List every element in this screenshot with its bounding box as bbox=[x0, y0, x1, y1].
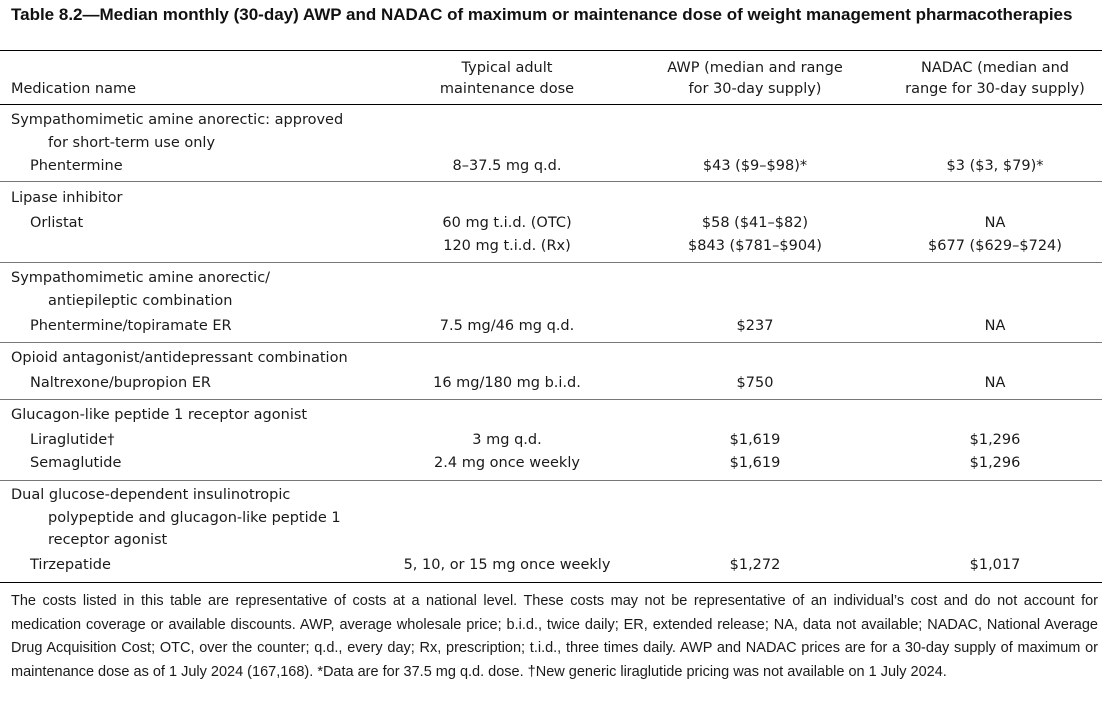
dose-cell: 2.4 mg once weekly bbox=[434, 455, 580, 471]
header-medication: Medication name bbox=[11, 81, 137, 97]
awp-cell: $1,619 bbox=[729, 432, 781, 448]
nadac-cell: $677 ($629–$724) bbox=[928, 238, 1062, 254]
awp-cell: $843 ($781–$904) bbox=[688, 238, 822, 254]
category-label: Opioid antagonist/antidepressant combina… bbox=[11, 350, 348, 366]
medication-name: Phentermine/topiramate ER bbox=[30, 318, 232, 334]
category-label: Sympathomimetic amine anorectic: approve… bbox=[11, 112, 344, 128]
header-top-rule bbox=[0, 50, 1102, 51]
nadac-cell: $3 ($3, $79)* bbox=[946, 158, 1044, 174]
medication-name: Orlistat bbox=[30, 215, 84, 231]
nadac-cell: NA bbox=[984, 215, 1006, 231]
category-label: Glucagon-like peptide 1 receptor agonist bbox=[11, 407, 308, 423]
awp-cell: $237 bbox=[736, 318, 774, 334]
nadac-cell: $1,296 bbox=[969, 432, 1021, 448]
group-divider bbox=[0, 480, 1102, 481]
header-bottom-rule bbox=[0, 104, 1102, 105]
category-label: Sympathomimetic amine anorectic/ bbox=[11, 270, 271, 286]
nadac-cell: $1,296 bbox=[969, 455, 1021, 471]
category-label: antiepileptic combination bbox=[48, 293, 233, 309]
header-awp-line2: for 30-day supply) bbox=[688, 81, 822, 97]
header-dose-line1: Typical adult bbox=[461, 60, 553, 76]
awp-cell: $43 ($9–$98)* bbox=[702, 158, 808, 174]
dose-cell: 60 mg t.i.d. (OTC) bbox=[442, 215, 572, 231]
table-bottom-rule bbox=[0, 582, 1102, 583]
category-label: receptor agonist bbox=[48, 532, 168, 548]
header-dose-line2: maintenance dose bbox=[439, 81, 575, 97]
dose-cell: 120 mg t.i.d. (Rx) bbox=[443, 238, 571, 254]
table-footnote: The costs listed in this table are repre… bbox=[11, 593, 1098, 680]
header-awp-line1: AWP (median and range bbox=[667, 60, 843, 76]
table-title: Table 8.2—Median monthly (30-day) AWP an… bbox=[11, 5, 1073, 24]
nadac-cell: NA bbox=[984, 375, 1006, 391]
medication-name: Semaglutide bbox=[30, 455, 122, 471]
awp-cell: $58 ($41–$82) bbox=[701, 215, 809, 231]
group-divider bbox=[0, 342, 1102, 343]
category-label: for short-term use only bbox=[48, 135, 216, 151]
dose-cell: 8–37.5 mg q.d. bbox=[452, 158, 562, 174]
dose-cell: 16 mg/180 mg b.i.d. bbox=[433, 375, 581, 391]
category-label: polypeptide and glucagon-like peptide 1 bbox=[48, 510, 341, 526]
group-divider bbox=[0, 399, 1102, 400]
nadac-cell: $1,017 bbox=[969, 557, 1021, 573]
medication-name: Phentermine bbox=[30, 158, 123, 174]
dose-cell: 5, 10, or 15 mg once weekly bbox=[403, 557, 611, 573]
group-divider bbox=[0, 181, 1102, 182]
awp-cell: $1,619 bbox=[729, 455, 781, 471]
medication-name: Liraglutide† bbox=[30, 432, 115, 448]
dose-cell: 7.5 mg/46 mg q.d. bbox=[439, 318, 575, 334]
category-label: Dual glucose-dependent insulinotropic bbox=[11, 487, 291, 503]
table-title-block: Table 8.2—Median monthly (30-day) AWP an… bbox=[11, 4, 1096, 26]
header-nadac-line2: range for 30-day supply) bbox=[905, 81, 1085, 97]
category-label: Lipase inhibitor bbox=[11, 190, 123, 206]
medication-name: Tirzepatide bbox=[30, 557, 111, 573]
header-nadac-line1: NADAC (median and bbox=[921, 60, 1069, 76]
medication-name: Naltrexone/bupropion ER bbox=[30, 375, 212, 391]
group-divider bbox=[0, 262, 1102, 263]
nadac-cell: NA bbox=[984, 318, 1006, 334]
dose-cell: 3 mg q.d. bbox=[472, 432, 542, 448]
awp-cell: $1,272 bbox=[729, 557, 781, 573]
awp-cell: $750 bbox=[736, 375, 774, 391]
